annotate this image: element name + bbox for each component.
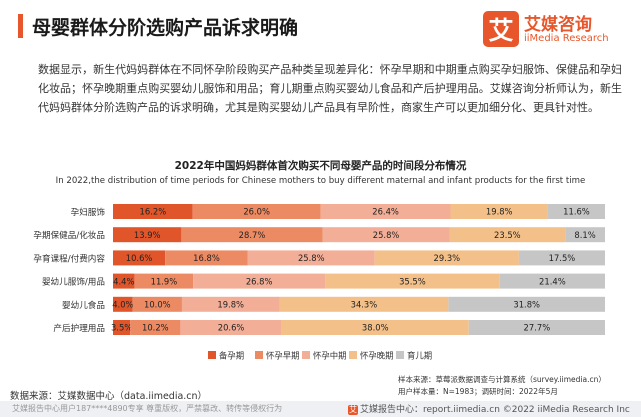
- bar-segment: [113, 296, 133, 312]
- title-accent-bar: [18, 14, 23, 38]
- bar-segment: [450, 204, 548, 219]
- iimedia-logo-icon: 艾: [483, 11, 519, 47]
- data-label: 13.9%: [134, 230, 161, 240]
- bar-segment: [518, 250, 605, 266]
- bar-segment: [320, 204, 451, 219]
- bar-segment: [499, 273, 605, 289]
- data-label: 10.6%: [126, 253, 153, 263]
- data-label: 20.6%: [218, 323, 245, 333]
- bar-segment: [192, 204, 321, 219]
- bar-segment: [113, 250, 166, 266]
- legend-label: 育儿期: [407, 351, 432, 361]
- intro-paragraph: 数据显示，新生代妈妈群体在不同怀孕阶段购买产品种类呈现差异化：怀孕早期和中期重点…: [38, 63, 622, 114]
- category-label: 婴幼儿食品: [62, 299, 105, 311]
- chart-subtitle: In 2022,the distribution of time periods…: [55, 176, 586, 186]
- data-label: 16.2%: [140, 207, 167, 217]
- category-label: 孕育课程/付费内容: [33, 252, 105, 264]
- data-label: 10.0%: [144, 300, 171, 310]
- data-label: 17.5%: [549, 253, 576, 263]
- page-title: 母婴群体分阶选购产品诉求明确: [32, 17, 299, 39]
- legend-swatch: [349, 351, 357, 359]
- bar-segment: [448, 296, 605, 312]
- data-label: 8.1%: [574, 230, 595, 240]
- bar-segment: [181, 296, 280, 312]
- data-label: 25.8%: [373, 230, 400, 240]
- mini-logo-icon: 艾: [348, 404, 358, 415]
- data-label: 26.0%: [243, 207, 270, 217]
- data-label: 11.9%: [151, 276, 178, 286]
- bar-segment: [247, 250, 375, 266]
- page-header: 母婴群体分阶选购产品诉求明确 艾 艾媒咨询 iiMedia Research: [0, 0, 641, 56]
- data-label: 35.5%: [399, 276, 426, 286]
- data-label: 25.8%: [298, 253, 325, 263]
- data-label: 27.7%: [524, 323, 551, 333]
- legend-label: 备孕期: [219, 351, 244, 361]
- data-label: 21.4%: [539, 276, 566, 286]
- bar-segment: [113, 273, 135, 289]
- logo-chinese-name: 艾媒咨询: [524, 15, 592, 35]
- data-source-text: 数据来源：艾媒数据中心（data.iimedia.cn）: [10, 391, 208, 402]
- data-label: 34.3%: [351, 300, 378, 310]
- data-label: 26.8%: [246, 276, 273, 286]
- bar-segment: [165, 250, 248, 266]
- data-label: 28.7%: [239, 230, 266, 240]
- category-label: 孕期保健品/化妆品: [33, 229, 105, 241]
- report-site-line: 艾艾媒报告中心：report.iimedia.cn ©2022 iiMedia …: [348, 402, 630, 415]
- legend-swatch: [208, 351, 216, 359]
- bar-segment: [322, 227, 450, 243]
- data-label: 31.8%: [513, 300, 540, 310]
- data-label: 3.5%: [111, 323, 132, 333]
- data-label: 11.6%: [563, 207, 590, 217]
- sample-size-text: 用户样本量：N=1983；调研时间：2022年5月: [398, 387, 558, 396]
- chart-title: 2022年中国妈妈群体首次购买不同母婴产品的时间段分布情况: [174, 160, 467, 172]
- report-site-text: 艾媒报告中心：report.iimedia.cn ©2022 iiMedia R…: [360, 405, 630, 415]
- watermark-text: 艾媒报告中心用户187****4890专享 尊重版权，严禁篡改、转传等侵权行为: [12, 404, 283, 413]
- bar-segment: [193, 273, 326, 289]
- bar-segment: [565, 227, 605, 243]
- bottom-strip: [0, 401, 641, 417]
- data-label: 26.4%: [372, 207, 399, 217]
- bar-segment: [547, 204, 605, 219]
- category-label: 产后护理用品: [53, 322, 105, 334]
- data-label: 23.5%: [494, 230, 521, 240]
- bar-segment: [374, 250, 519, 266]
- bar-segment: [134, 273, 194, 289]
- legend-swatch: [302, 351, 310, 359]
- category-label: 孕妇服饰: [71, 206, 106, 218]
- data-label: 4.4%: [113, 276, 134, 286]
- bar-segment: [130, 320, 181, 335]
- data-label: 29.3%: [434, 253, 461, 263]
- sample-info-block: 样本来源：草莓派数据调查与计算系统（survey.iimedia.cn） 用户样…: [398, 374, 606, 398]
- bar-segment: [181, 227, 323, 243]
- bar-segment: [132, 296, 182, 312]
- bar-segment: [468, 320, 605, 335]
- data-label: 16.8%: [193, 253, 220, 263]
- data-label: 10.2%: [142, 323, 169, 333]
- category-label: 婴幼儿服饰/用品: [42, 276, 105, 288]
- legend-label: 怀孕中期: [313, 351, 347, 361]
- legend-label: 怀孕晚期: [360, 351, 394, 361]
- legend-label: 怀孕早期: [266, 351, 300, 361]
- data-label: 19.8%: [217, 300, 244, 310]
- logo-english-name: iiMedia Research: [524, 33, 609, 44]
- legend-swatch: [396, 351, 404, 359]
- legend-swatch: [255, 351, 263, 359]
- bar-segment: [325, 273, 500, 289]
- bar-segment: [113, 227, 182, 243]
- data-label: 19.8%: [486, 207, 513, 217]
- bar-segment: [449, 227, 566, 243]
- bar-segment: [281, 320, 469, 335]
- bar-segment: [113, 320, 131, 335]
- data-label: 38.0%: [362, 323, 389, 333]
- data-label: 4.0%: [112, 300, 133, 310]
- bar-segment: [180, 320, 282, 335]
- sample-source-text: 样本来源：草莓派数据调查与计算系统（survey.iimedia.cn）: [398, 375, 606, 384]
- bar-segment: [279, 296, 449, 312]
- bar-segment: [113, 204, 193, 219]
